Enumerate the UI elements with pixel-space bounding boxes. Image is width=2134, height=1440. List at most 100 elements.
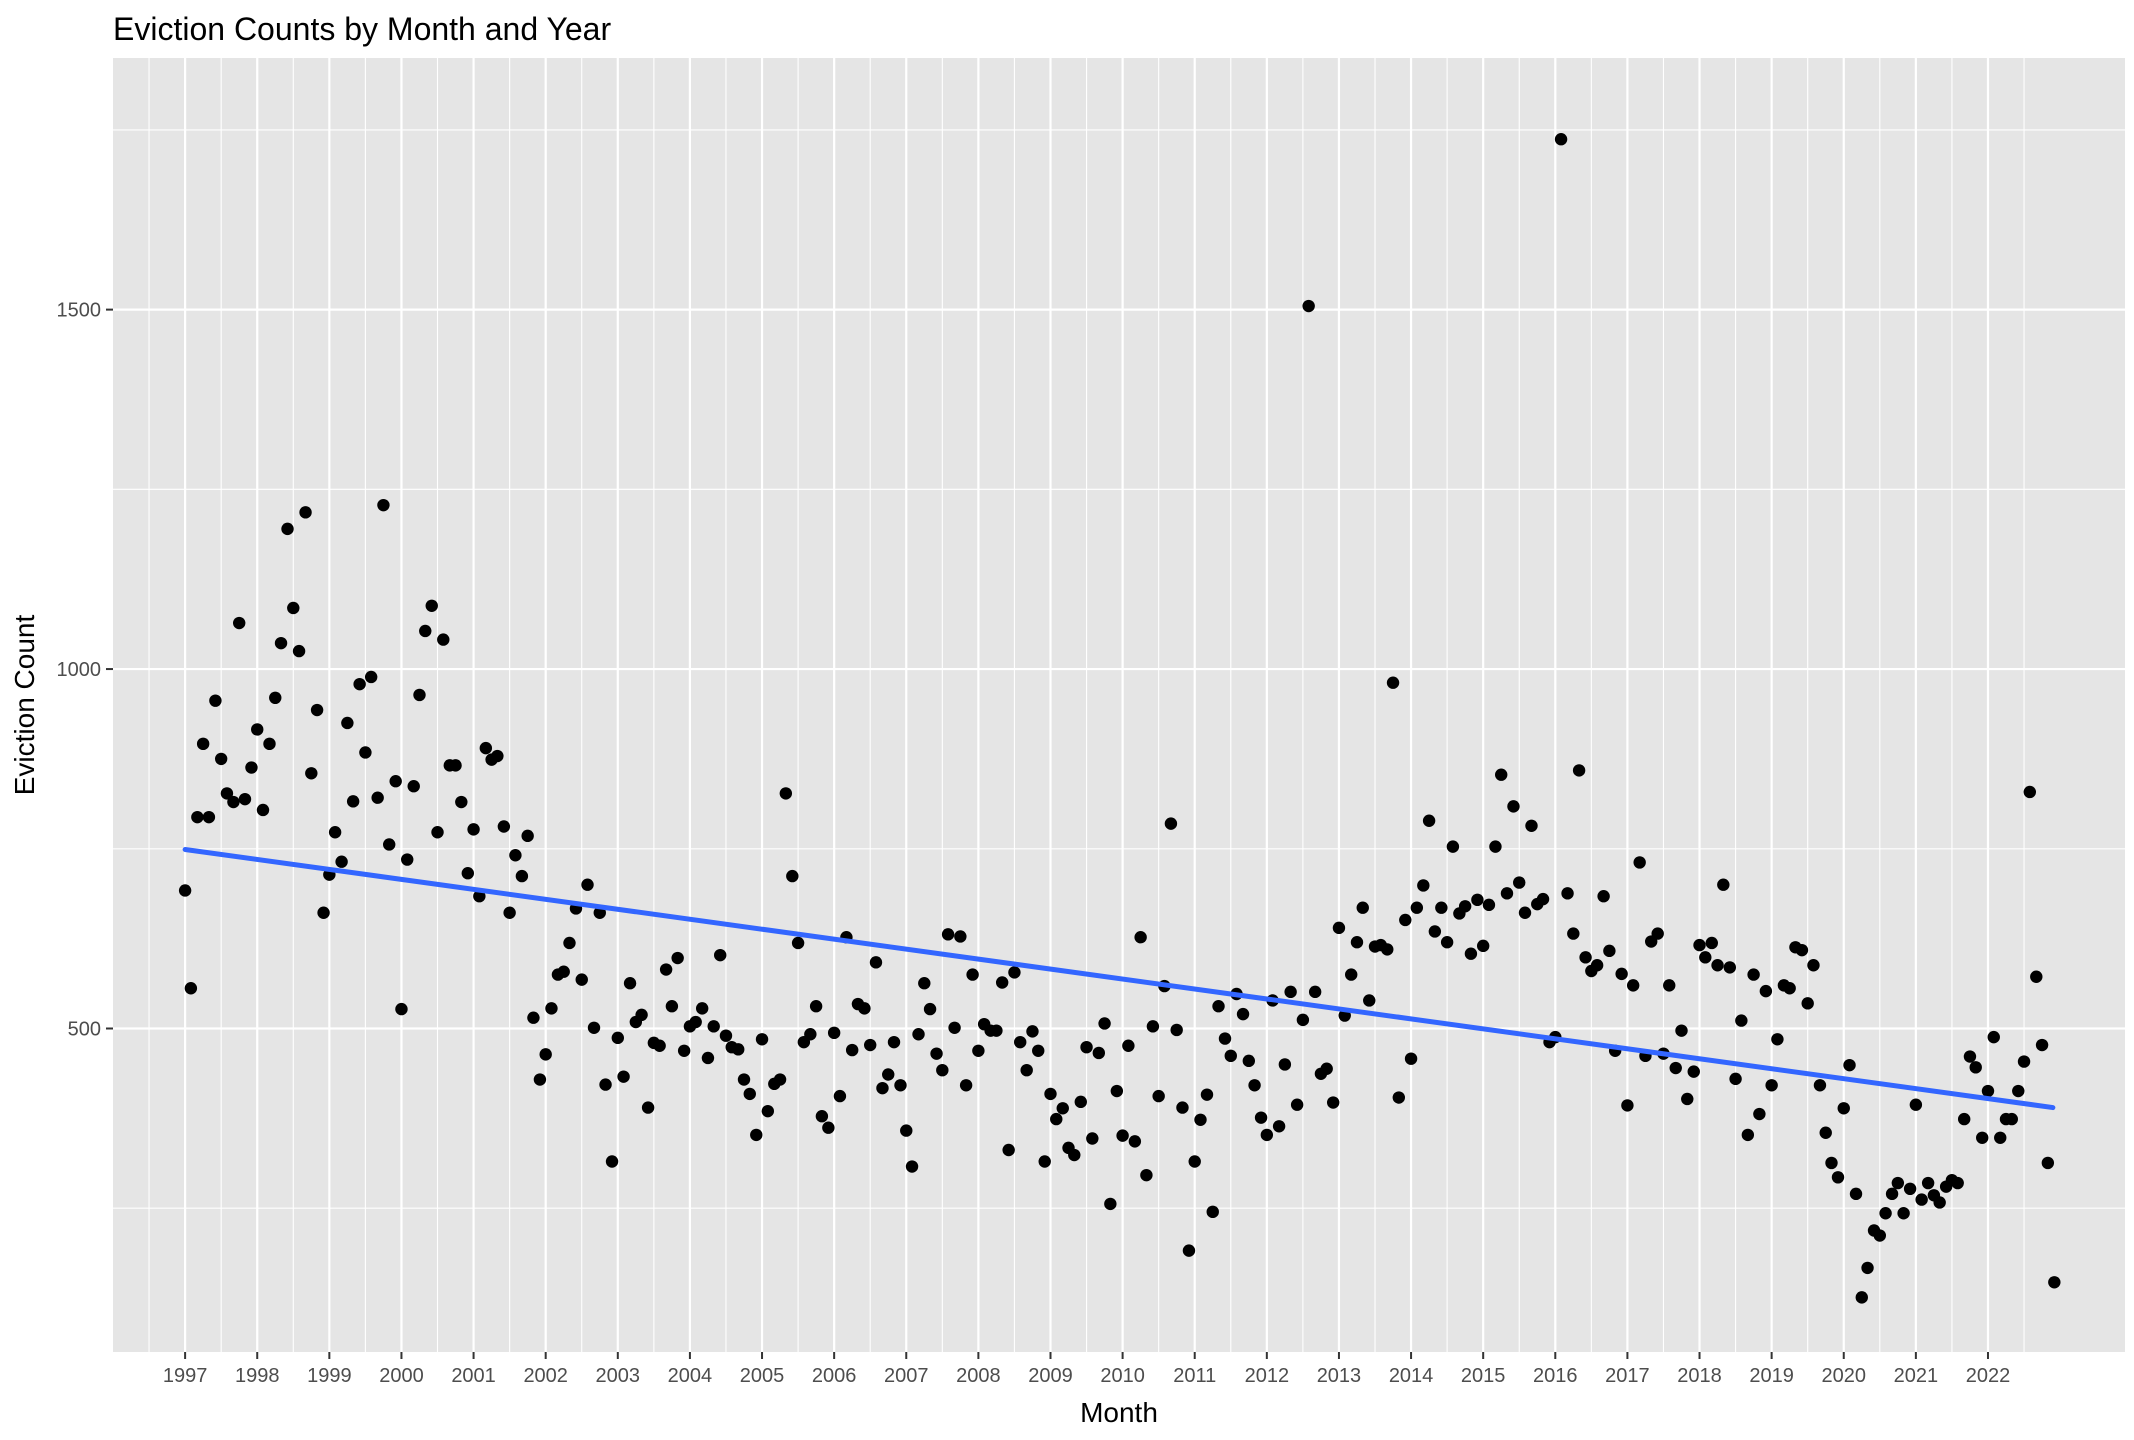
data-point xyxy=(827,1026,841,1040)
data-point xyxy=(1976,1131,1989,1144)
data-point xyxy=(1579,951,1592,964)
data-point xyxy=(887,1035,901,1049)
data-point xyxy=(1849,1187,1863,1201)
data-point xyxy=(833,1089,847,1103)
data-point xyxy=(659,963,673,976)
data-point xyxy=(1873,1229,1887,1242)
data-point xyxy=(1302,299,1315,313)
data-point xyxy=(2035,1038,2049,1052)
data-point xyxy=(1236,1007,1250,1021)
data-point xyxy=(1296,1013,1310,1027)
data-point xyxy=(936,1063,949,1077)
data-point xyxy=(995,976,1009,989)
x-tick-label: 2002 xyxy=(523,1365,568,1387)
data-point xyxy=(281,522,294,536)
data-point xyxy=(364,670,378,684)
data-point xyxy=(1819,1126,1832,1139)
data-point xyxy=(755,1033,769,1046)
data-point xyxy=(1771,1033,1784,1046)
x-tick-label: 2009 xyxy=(1028,1365,1073,1387)
data-point xyxy=(1464,947,1478,960)
data-point xyxy=(263,737,276,751)
data-point xyxy=(617,1070,630,1083)
data-point xyxy=(256,803,270,817)
data-point xyxy=(1825,1156,1838,1170)
data-point xyxy=(1044,1087,1057,1101)
data-point xyxy=(359,746,372,759)
data-point xyxy=(395,1002,408,1016)
data-point xyxy=(750,1128,763,1142)
y-axis-title: Eviction Count xyxy=(9,615,40,796)
data-point xyxy=(599,1078,612,1091)
data-point xyxy=(1356,901,1369,914)
data-point xyxy=(869,956,883,969)
y-tick-label: 1500 xyxy=(57,300,102,322)
data-point xyxy=(1699,951,1712,964)
data-point xyxy=(557,965,570,978)
x-tick-label: 2020 xyxy=(1822,1365,1867,1387)
data-point xyxy=(299,506,312,519)
data-point xyxy=(245,761,258,774)
data-point xyxy=(1278,1058,1292,1071)
x-axis-title: Month xyxy=(1080,1397,1158,1428)
data-point xyxy=(1675,1024,1688,1037)
data-point xyxy=(689,1015,702,1029)
data-point xyxy=(611,1031,625,1045)
data-point xyxy=(1399,913,1412,927)
data-point xyxy=(1843,1058,1856,1072)
data-point xyxy=(196,737,210,751)
data-point xyxy=(1705,936,1718,950)
data-point xyxy=(930,1047,943,1060)
data-point xyxy=(948,1021,961,1034)
data-point xyxy=(575,973,588,986)
y-axis-ticks: 500 1000 1500 xyxy=(57,300,113,1041)
data-point xyxy=(581,878,594,891)
x-tick-label: 1997 xyxy=(163,1365,208,1387)
data-point xyxy=(1765,1079,1778,1092)
data-point xyxy=(1074,1095,1087,1109)
data-point xyxy=(1813,1079,1827,1092)
data-point xyxy=(1885,1187,1899,1201)
data-point xyxy=(2048,1276,2061,1289)
data-point xyxy=(1615,967,1628,981)
data-point xyxy=(1410,901,1424,914)
data-point xyxy=(1963,1050,1977,1063)
data-point xyxy=(1248,1079,1261,1092)
x-tick-label: 2014 xyxy=(1389,1365,1434,1387)
data-point xyxy=(1026,1025,1039,1038)
data-point xyxy=(413,688,426,702)
data-point xyxy=(1500,887,1514,900)
data-point xyxy=(905,1160,919,1173)
data-point xyxy=(912,1028,925,1041)
data-point xyxy=(1440,936,1454,949)
data-point xyxy=(287,601,300,615)
x-tick-label: 2013 xyxy=(1317,1365,1362,1387)
data-point xyxy=(1272,1120,1286,1133)
data-point xyxy=(1320,1062,1333,1075)
data-point xyxy=(1795,943,1809,957)
data-point xyxy=(1603,944,1616,958)
data-point xyxy=(1206,1205,1219,1219)
data-point xyxy=(2023,785,2037,799)
data-point xyxy=(1092,1046,1106,1060)
data-point xyxy=(1554,133,1568,146)
data-point xyxy=(2041,1156,2055,1170)
data-points xyxy=(178,133,2061,1304)
data-point xyxy=(1903,1182,1917,1196)
data-point xyxy=(521,829,534,843)
data-point xyxy=(1122,1039,1135,1052)
data-point xyxy=(1458,900,1472,913)
data-point xyxy=(1536,892,1550,906)
data-point xyxy=(1326,1096,1340,1109)
data-point xyxy=(665,1000,679,1013)
data-point xyxy=(737,1073,751,1086)
data-point xyxy=(1801,997,1814,1010)
data-point xyxy=(791,936,805,950)
data-point xyxy=(1332,921,1346,935)
data-point xyxy=(515,869,529,883)
data-point xyxy=(1212,1000,1225,1013)
data-point xyxy=(1969,1061,1982,1074)
data-point xyxy=(779,787,793,800)
data-point xyxy=(1471,893,1484,907)
data-point xyxy=(623,977,637,990)
